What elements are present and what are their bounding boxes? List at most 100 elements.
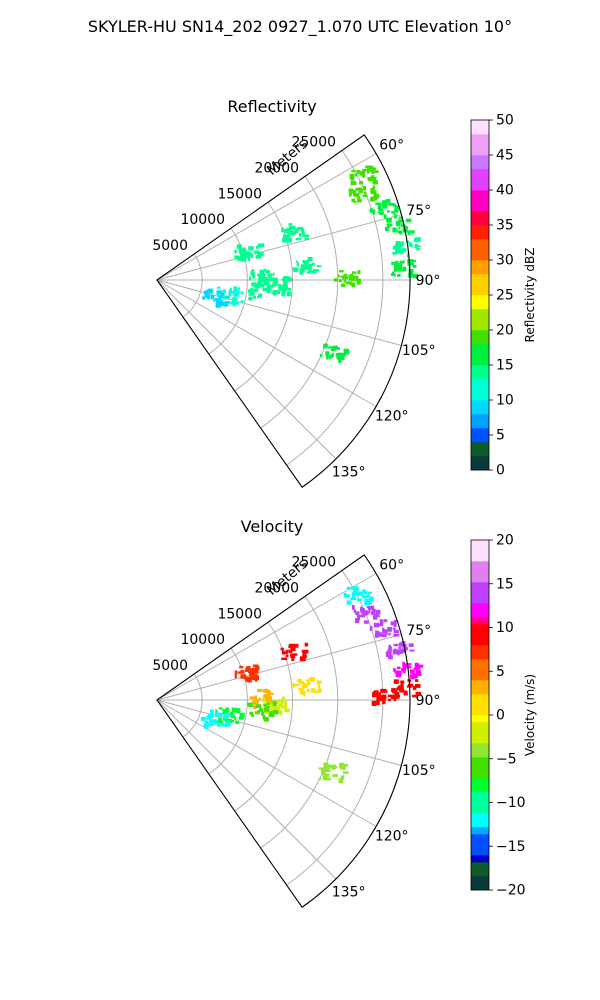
figure-suptitle: SKYLER-HU SN14_202 0927_1.070 UTC Elevat… (88, 17, 512, 37)
sector-frame (156, 134, 411, 489)
echo-gate (281, 227, 284, 231)
colorbar-tick-label: 0 (496, 463, 505, 479)
echo-gate (410, 230, 415, 234)
colorbar-segment (471, 638, 489, 646)
echo-gate (376, 693, 380, 698)
echo-gate (329, 354, 333, 359)
colorbar-segment (471, 197, 489, 205)
echo-gate (287, 277, 293, 282)
echo-gate (260, 283, 265, 288)
echo-gate (316, 265, 322, 268)
colorbar-segment (471, 344, 489, 352)
echo-gate (209, 719, 214, 724)
echo-gate (407, 261, 411, 266)
echo-gate (296, 262, 300, 267)
colorbar-segment (471, 673, 489, 681)
echo-gate (394, 670, 401, 674)
range-ring (208, 227, 248, 355)
echo-gate (352, 191, 356, 197)
reflectivity-panel: Reflectivity 5000 10000 15000 20000 25000 60° 7… (152, 97, 537, 489)
colorbar-segment (471, 232, 489, 240)
echo-gate (373, 193, 380, 199)
echo-gate (245, 669, 251, 672)
sector-frame (156, 554, 411, 909)
echo-gate (339, 762, 345, 768)
echo-gate (206, 293, 209, 296)
colorbar-segment (471, 757, 489, 765)
colorbar-segment (471, 743, 489, 751)
azimuth-gridline (156, 699, 402, 766)
azimuth-tick-label: 120° (375, 829, 409, 845)
echo-cell (319, 343, 350, 364)
echo-gate (398, 263, 403, 268)
colorbar-segment (471, 750, 489, 758)
echo-gate (388, 202, 394, 206)
range-ring (208, 647, 248, 775)
echo-gate (286, 227, 292, 232)
echo-cell (351, 604, 381, 624)
colorbar-segment (471, 246, 489, 254)
colorbar-segment (471, 624, 489, 632)
echo-gate (392, 227, 397, 233)
echo-gate (304, 237, 309, 240)
echo-gate (348, 191, 352, 197)
echo-gate (281, 278, 287, 281)
echo-gate (398, 216, 404, 219)
echo-gate (402, 266, 407, 272)
colorbar-tick-label: 15 (496, 576, 514, 592)
colorbar-segment (471, 295, 489, 303)
echo-gate (352, 605, 355, 609)
range-tick-label: 10000 (180, 212, 225, 228)
echo-gate (237, 671, 243, 674)
echo-gate (381, 634, 387, 638)
azimuth-tick-label: 105° (402, 763, 436, 779)
colorbar-segment (471, 358, 489, 366)
colorbar-segment (471, 785, 489, 793)
echo-gate (393, 272, 396, 277)
echo-gate (272, 290, 278, 295)
echo-gate (251, 269, 254, 273)
echo-gate (266, 702, 271, 705)
colorbar-segment (471, 393, 489, 401)
echo-gate (302, 686, 305, 691)
colorbar-segment (471, 855, 489, 863)
echo-gate (249, 276, 252, 281)
echo-gate (388, 632, 391, 636)
echo-gate (378, 623, 384, 627)
colorbar-segment (471, 554, 489, 562)
echo-gate (354, 275, 358, 279)
colorbar-tick-label: 35 (496, 218, 514, 234)
echo-gate (396, 686, 400, 691)
echo-gate (272, 272, 275, 277)
echo-gate (265, 698, 271, 702)
echo-gate (281, 650, 285, 655)
echo-gate (285, 649, 289, 652)
echo-gate (282, 280, 288, 286)
echo-gate (234, 707, 237, 712)
echo-gate (203, 724, 209, 729)
colorbar-segment (471, 449, 489, 457)
echo-gate (254, 711, 258, 714)
azimuth-tick-label: 90° (416, 693, 441, 709)
echo-gate (304, 642, 309, 647)
colorbar-tick-label: 40 (496, 183, 514, 199)
echo-gate (415, 691, 422, 695)
colorbar-tick-label: 15 (496, 358, 514, 374)
echo-gate (309, 678, 316, 682)
echo-gate (412, 685, 417, 691)
echo-gate (385, 198, 391, 202)
echo-gate (266, 708, 270, 713)
echo-gate (283, 234, 288, 239)
echo-gate (321, 772, 326, 776)
echo-gate (288, 645, 294, 649)
echo-gate (357, 196, 361, 201)
echo-gate (263, 717, 269, 722)
echo-gate (362, 173, 366, 178)
range-tick-label: 10000 (180, 632, 225, 648)
echo-gate (356, 170, 361, 174)
echo-gate (240, 258, 247, 262)
echo-gate (231, 715, 235, 719)
echo-gate (400, 250, 404, 255)
colorbar-segment (471, 687, 489, 695)
echo-gate (268, 288, 272, 291)
